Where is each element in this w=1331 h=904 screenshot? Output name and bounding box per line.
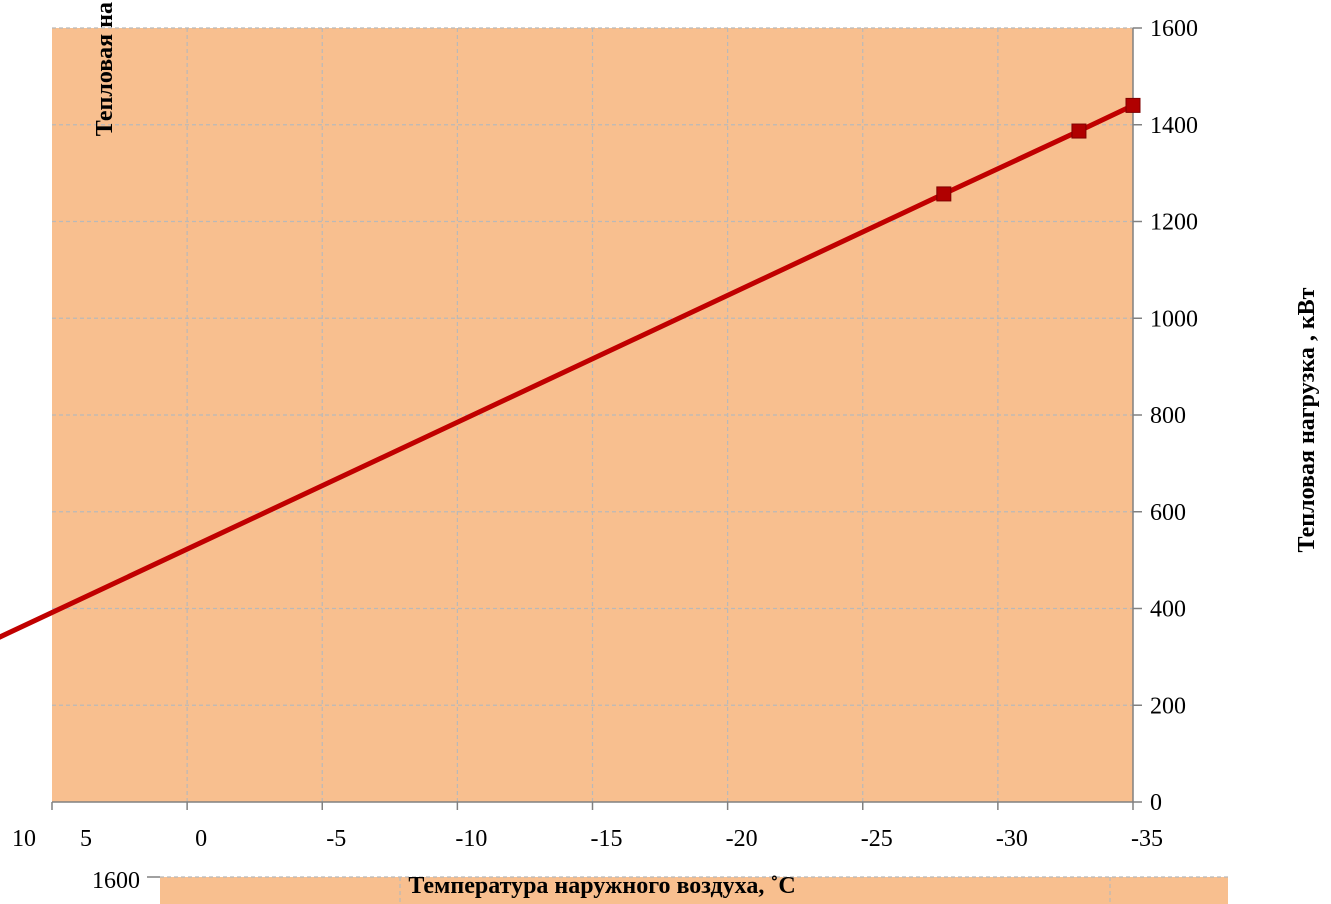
- y-tick-label: 1600: [1150, 16, 1198, 42]
- second-chart-y-tick-label: 1600: [92, 868, 140, 894]
- x-axis: 10 5 0 -5 -10 -15 -20 -25 -30 -35: [12, 802, 1163, 852]
- y-tick-label: 800: [1150, 403, 1186, 429]
- x-tick-label: -35: [1131, 826, 1163, 852]
- y-tick-label: 0: [1150, 790, 1162, 816]
- x-tick-label: 5: [80, 826, 92, 852]
- y-axis-title: Тепловая нагрузка , кВт: [1294, 287, 1320, 552]
- grid: [52, 27, 1133, 802]
- y-tick-label: 600: [1150, 500, 1186, 526]
- y-tick-label: 200: [1150, 693, 1186, 719]
- x-tick-label: -20: [726, 826, 758, 852]
- x-tick-label: 10: [12, 826, 36, 852]
- series-layer: [0, 97, 1141, 640]
- y-axis: 0 200 400 600 800 1000 1200 1400 1600: [1133, 16, 1198, 816]
- x-axis-title: Температура наружного воздуха, ˚С: [408, 873, 795, 899]
- y-tick-label: 400: [1150, 597, 1186, 623]
- y-tick-label: 1000: [1150, 306, 1198, 332]
- data-point: [1125, 97, 1141, 113]
- data-point: [936, 186, 952, 202]
- x-tick-label: -25: [861, 826, 893, 852]
- y-tick-label: 1400: [1150, 113, 1198, 139]
- x-tick-label: -10: [455, 826, 487, 852]
- x-tick-label: 0: [195, 826, 207, 852]
- y-axis-title-clipped: Тепловая на: [92, 2, 118, 136]
- x-tick-label: -15: [591, 826, 623, 852]
- x-tick-label: -30: [996, 826, 1028, 852]
- data-point: [1071, 123, 1087, 139]
- x-tick-label: -5: [326, 826, 346, 852]
- y-tick-label: 1200: [1150, 210, 1198, 236]
- second-chart-plot-area: [160, 877, 1228, 904]
